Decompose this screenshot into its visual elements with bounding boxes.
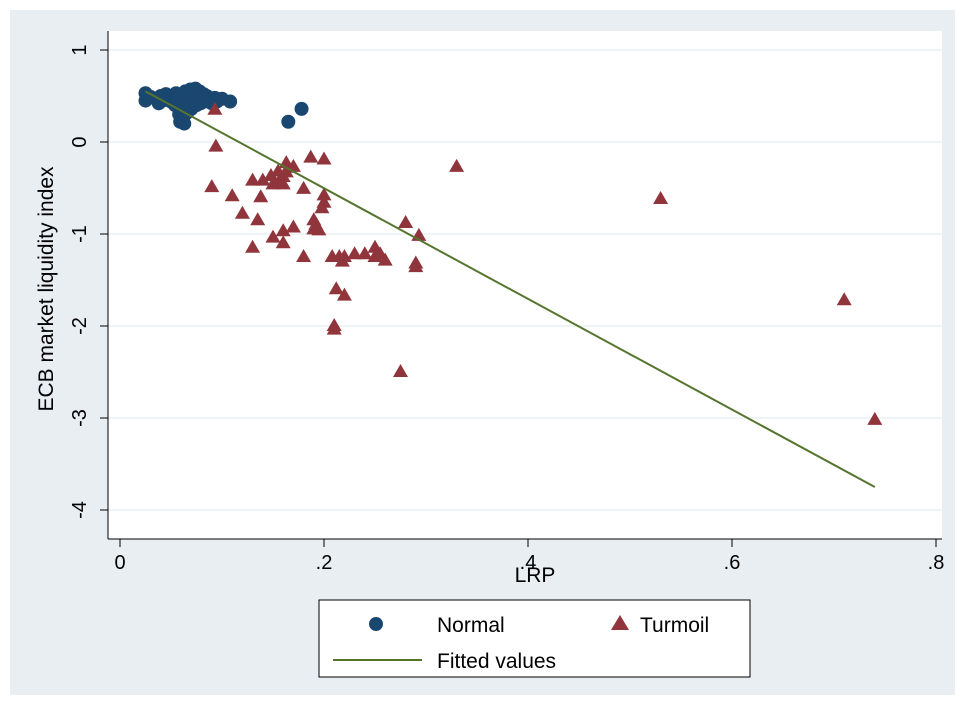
turmoil-point (207, 101, 223, 115)
turmoil-point (449, 158, 465, 172)
turmoil-point (316, 187, 332, 201)
legend-fitted-label: Fitted values (437, 650, 556, 673)
turmoil-point (867, 411, 883, 425)
data-marks (138, 81, 883, 488)
turmoil-point (208, 138, 224, 152)
turmoil-point (296, 249, 312, 262)
turmoil-point (316, 194, 332, 208)
turmoil-point (250, 212, 266, 226)
legend: Normal Turmoil Fitted values (318, 599, 751, 678)
turmoil-point (393, 364, 408, 377)
legend-normal-label: Normal (437, 614, 505, 637)
legend-turmoil-marker (611, 615, 629, 630)
normal-point (281, 114, 296, 129)
normal-point (294, 101, 309, 116)
turmoil-point (296, 180, 312, 194)
axes: -4 -3 -2 -1 0 1 0 .2 .4 .6 .8 (69, 31, 944, 574)
turmoil-point (204, 179, 220, 193)
turmoil-point (653, 191, 669, 205)
x-tick-label: .6 (724, 552, 741, 574)
turmoil-point (377, 252, 393, 266)
y-tick-label: -3 (69, 409, 91, 427)
turmoil-point (245, 172, 261, 186)
turmoil-point (263, 168, 279, 182)
grid-lines (108, 49, 942, 511)
legend-normal-marker (369, 617, 383, 631)
plot-area (108, 31, 942, 539)
y-tick-label: -1 (69, 225, 91, 243)
turmoil-point (234, 205, 250, 219)
turmoil-point (255, 172, 271, 186)
turmoil-point (326, 321, 342, 335)
turmoil-point (275, 235, 291, 249)
x-axis-title: LRP (515, 564, 556, 587)
chart-background: -4 -3 -2 -1 0 1 0 .2 .4 .6 .8 LRP ECB market liqui… (10, 10, 955, 695)
turmoil-point (311, 222, 327, 236)
turmoil-point (245, 239, 261, 253)
y-tick-label: -2 (69, 317, 91, 335)
turmoil-point (408, 259, 424, 273)
turmoil-point (347, 246, 363, 260)
turmoil-point (275, 223, 291, 237)
y-tick-label: -4 (69, 501, 91, 519)
turmoil-point (224, 188, 240, 202)
turmoil-point (336, 287, 352, 301)
turmoil-point (303, 149, 319, 163)
turmoil-point (836, 292, 852, 306)
turmoil-point (265, 229, 281, 243)
legend-box (318, 599, 751, 678)
turmoil-point (398, 214, 414, 228)
normal-point (177, 116, 192, 131)
chart-svg: -4 -3 -2 -1 0 1 0 .2 .4 .6 .8 LRP ECB market liqui… (35, 31, 944, 678)
x-tick-label: .2 (316, 552, 333, 574)
fitted-values-line (145, 90, 876, 488)
x-tick-label: .8 (928, 552, 945, 574)
x-tick-label: .4 (520, 552, 537, 574)
turmoil-point (285, 219, 301, 233)
turmoil-point (275, 176, 291, 190)
turmoil-point (316, 151, 332, 165)
turmoil-point (253, 189, 269, 203)
y-tick-label: 1 (69, 44, 91, 55)
y-tick-label: 0 (69, 136, 91, 147)
x-tick-label: 0 (114, 552, 125, 574)
turmoil-point (328, 281, 344, 295)
legend-turmoil-label: Turmoil (640, 614, 709, 637)
turmoil-point (357, 246, 373, 260)
y-axis-title: ECB market liquidity index (35, 166, 58, 412)
normal-point (223, 94, 238, 109)
